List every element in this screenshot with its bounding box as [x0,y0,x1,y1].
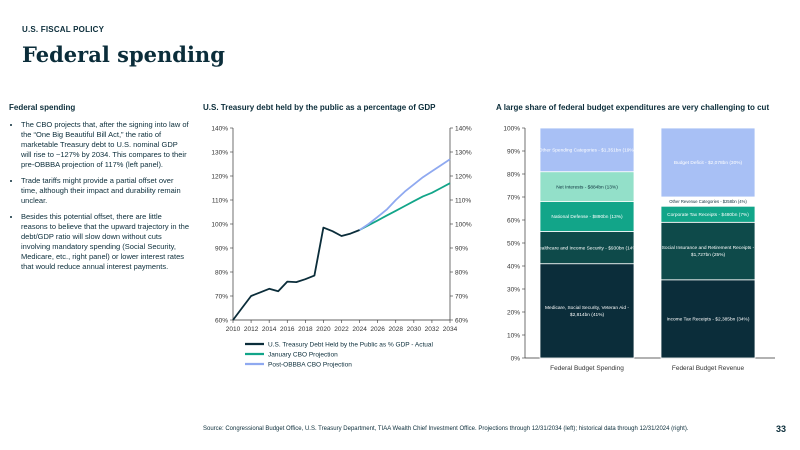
y-tick-label: 90% [507,149,520,156]
segment-data-label: Healthcare and Income Security - $930bn … [536,245,639,251]
y-tick-label: 80% [507,172,520,179]
y-tick-label-right: 100% [455,222,472,229]
segment-data-label: Other Spending Categories - $1,351bn (19… [539,148,636,154]
x-tick-label: 2010 [226,326,241,333]
y-tick-label: 50% [507,241,520,248]
y-tick-label-left: 70% [215,294,228,301]
commentary-bullet: Besides this potential offset, there are… [21,212,189,272]
y-tick-label-right: 140% [455,126,472,133]
y-tick-label-left: 100% [211,222,228,229]
bar-segment [660,221,756,281]
segment-data-label: Net Interests - $884bn (13%) [556,184,618,190]
debt-gdp-line-chart: 60% 60% 70% 70% 80% 80% 90% 90% 100% 100% 110% 110%… [211,126,472,369]
segment-data-label: $1,727bn (25%) [691,252,726,258]
x-tick-label: 2034 [443,326,458,333]
y-tick-label-right: 120% [455,174,472,181]
bar-segment [539,201,635,232]
page-number: 33 [775,424,786,434]
section-kicker: U.S. FISCAL POLICY [22,25,105,34]
y-tick-label-right: 110% [455,198,471,205]
segment-data-label: $2,814bn (41%) [570,312,605,318]
series-line-2 [359,158,451,231]
y-tick-label: 0% [511,356,521,363]
legend-label-1: January CBO Projection [268,352,338,359]
legend-label-0: U.S. Treasury Debt Held by the Public as… [268,342,434,349]
x-tick-label: 2028 [389,326,404,333]
bar-chart-title: A large share of federal budget expendit… [496,103,770,112]
y-tick-label-left: 130% [211,150,228,157]
y-tick-label: 70% [507,195,520,202]
bar-segment [539,231,635,265]
segment-data-label: Social Insurance and Retirement Receipts… [662,245,755,251]
y-tick-label: 10% [507,333,520,340]
legend-label-2: Post-OBBBA CBO Projection [268,362,352,369]
budget-stacked-bar-chart: 0% 10% 20% 30% 40% 50% 60% 70% 80% 90% 100% Medicar… [503,126,775,372]
segment-data-label: Medicare, Social Security, Veteran Aid - [545,305,629,311]
page-title: Federal spending [22,42,225,67]
segment-data-label: Income Tax Receipts - $2,385bn (34%) [667,317,750,323]
x-tick-label: 2032 [425,326,440,333]
x-tick-label: 2020 [316,326,331,333]
y-tick-label: 30% [507,287,520,294]
y-tick-label-left: 120% [211,174,228,181]
bar-segment [539,263,635,359]
category-label: Federal Budget Revenue [672,365,745,372]
segment-data-label: National Defense - $890bn (13%) [551,214,623,220]
y-tick-label: 20% [507,310,520,317]
segment-data-label: Corporate Tax Receipts - $480bn (7%) [667,212,749,218]
y-tick-label: 60% [507,218,520,225]
x-tick-label: 2026 [370,326,385,333]
segment-data-label: Other Revenue Categories - $258bn (4%) [669,199,747,204]
commentary-heading: Federal spending [9,103,76,112]
y-tick-label-left: 60% [215,318,228,325]
y-tick-label-left: 90% [215,246,228,253]
y-tick-label-left: 80% [215,270,228,277]
y-tick-label-right: 60% [455,318,468,325]
y-tick-label-right: 80% [455,270,468,277]
y-tick-label-left: 140% [211,126,228,133]
x-tick-label: 2030 [407,326,422,333]
x-tick-label: 2014 [262,326,277,333]
y-tick-label: 100% [503,126,520,133]
category-label: Federal Budget Spending [550,365,624,372]
bar-segment [539,127,635,173]
commentary-panel: Federal spending The CBO projects that, … [9,103,189,278]
series-line-1 [359,182,451,231]
source-note: Source: Congressional Budget Office, U.S… [203,426,689,432]
line-chart-title: U.S. Treasury debt held by the public as… [203,103,436,112]
y-tick-label-left: 110% [212,198,228,205]
series-line-0 [232,226,360,321]
y-tick-label-right: 130% [455,150,472,157]
bar-segment [660,127,756,198]
commentary-list: The CBO projects that, after the signing… [9,120,189,272]
bar-segment [660,279,756,359]
segment-data-label: Budget Deficit - $2,078bn (30%) [674,160,743,166]
y-tick-label: 40% [507,264,520,271]
y-tick-label-right: 70% [455,294,468,301]
commentary-bullet: The CBO projects that, after the signing… [21,120,189,170]
x-tick-label: 2016 [280,326,295,333]
x-tick-label: 2018 [298,326,313,333]
x-tick-label: 2022 [334,326,349,333]
y-tick-label-right: 90% [455,246,468,253]
x-tick-label: 2012 [244,326,259,333]
x-tick-label: 2024 [352,326,367,333]
commentary-bullet: Trade tariffs might provide a partial of… [21,176,189,206]
bar-segment [539,171,635,203]
